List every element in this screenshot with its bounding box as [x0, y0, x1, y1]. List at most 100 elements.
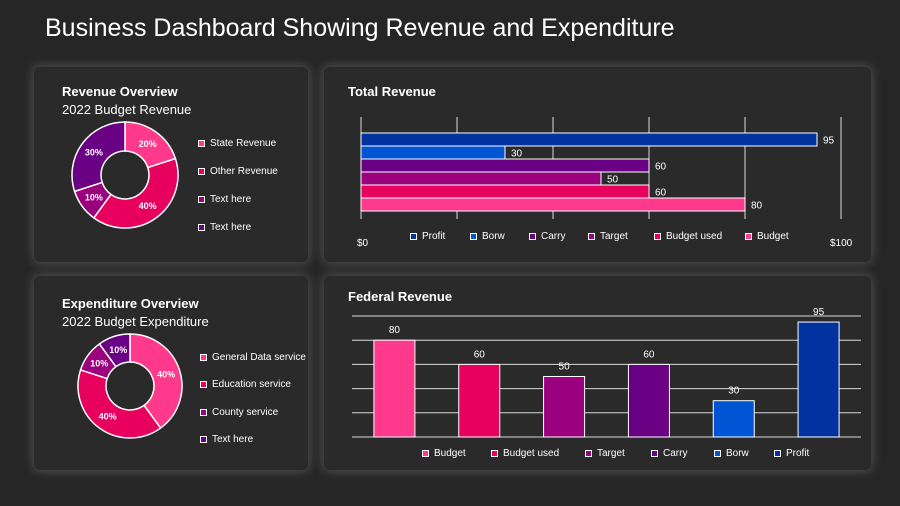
legend-swatch	[410, 233, 417, 240]
legend-label: General Data service	[212, 352, 306, 363]
total-revenue-legend-profit-0: Profit	[410, 231, 445, 242]
legend-swatch	[654, 233, 661, 240]
revenue-overview-title: Revenue Overview	[62, 84, 178, 99]
revenue-slice-text-here-3	[71, 121, 126, 193]
legend-label: Borw	[726, 448, 749, 459]
expenditure-legend-text-here-3: Text here	[200, 434, 253, 445]
federal-revenue-legend-profit-5: Profit	[774, 448, 809, 459]
federal-revenue-card: Federal Revenue 80 60 50 60 30 95 Budget Budge…	[324, 276, 871, 470]
legend-swatch	[470, 233, 477, 240]
legend-swatch	[422, 450, 429, 457]
legend-swatch	[714, 450, 721, 457]
expenditure-slice-text-here-3	[98, 333, 131, 368]
legend-label: Profit	[422, 231, 446, 242]
federal-revenue-title: Federal Revenue	[348, 289, 453, 304]
total-revenue-card: Total Revenue 95 30 60 50 60 80 $0 $100 Profit B…	[324, 67, 871, 262]
total-revenue-legend-borw-1: Borw	[470, 231, 505, 242]
revenue-slice-label-1: 40%	[139, 201, 157, 211]
expenditure-overview-subtitle: 2022 Budget Expenditure	[62, 314, 209, 329]
total-revenue-bar-profit	[360, 132, 818, 147]
expenditure-legend-county-service-2: County service	[200, 407, 278, 418]
federal-revenue-legend-borw-4: Borw	[714, 448, 749, 459]
expenditure-legend-education-service-1: Education service	[200, 379, 291, 390]
legend-swatch	[200, 354, 207, 361]
legend-swatch	[198, 224, 205, 231]
federal-revenue-bar-target	[543, 376, 586, 438]
legend-label: Profit	[786, 448, 810, 459]
legend-label: Target	[597, 448, 625, 459]
legend-label: Carry	[541, 231, 566, 242]
federal-revenue-legend-carry-3: Carry	[651, 448, 687, 459]
revenue-slice-other-revenue-1	[92, 157, 179, 229]
legend-swatch	[774, 450, 781, 457]
legend-swatch	[585, 450, 592, 457]
expenditure-slice-label-1: 40%	[99, 412, 117, 422]
total-revenue-title: Total Revenue	[348, 84, 436, 99]
total-revenue-bar-budget	[360, 197, 746, 212]
revenue-slice-label-3: 30%	[85, 147, 103, 157]
expenditure-donut-chart: 40% 40% 10%10%	[77, 333, 183, 439]
federal-revenue-value-budget: 80	[389, 325, 401, 336]
total-revenue-bar-borw	[360, 145, 506, 160]
legend-label: State Revenue	[210, 138, 277, 149]
expenditure-slice-general-data-service-0	[129, 333, 183, 430]
legend-label: Education service	[212, 379, 291, 390]
legend-label: Target	[600, 231, 628, 242]
total-revenue-value-budget-used: 60	[655, 188, 667, 199]
federal-revenue-chart: 80 60 50 60 30 95	[352, 307, 861, 438]
legend-swatch	[200, 381, 207, 388]
total-revenue-value-budget: 80	[751, 201, 763, 212]
federal-revenue-bar-budget-used	[458, 363, 501, 438]
legend-label: Carry	[663, 448, 688, 459]
total-revenue-axis-min: $0	[357, 238, 369, 249]
federal-revenue-bar-carry	[627, 363, 670, 438]
total-revenue-bar-budget-used	[360, 184, 650, 199]
federal-revenue-value-borw: 30	[728, 386, 740, 397]
legend-label: Text here	[212, 434, 254, 445]
expenditure-slice-label-0: 40%	[157, 369, 175, 379]
federal-revenue-value-budget-used: 60	[474, 349, 486, 360]
total-revenue-bar-carry	[360, 158, 650, 173]
revenue-legend-text-here-2: Text here	[198, 194, 251, 205]
total-revenue-legend-budget-used-4: Budget used	[654, 231, 722, 242]
revenue-slice-label-2: 10%	[85, 193, 103, 203]
revenue-legend-text-here-3: Text here	[198, 222, 251, 233]
legend-label: Borw	[482, 231, 505, 242]
legend-swatch	[529, 233, 536, 240]
legend-label: Budget used	[503, 448, 560, 459]
total-revenue-legend-target-3: Target	[588, 231, 628, 242]
legend-swatch	[198, 140, 205, 147]
total-revenue-value-target: 50	[607, 175, 619, 186]
federal-revenue-value-carry: 60	[643, 349, 655, 360]
page-title: Business Dashboard Showing Revenue and E…	[45, 14, 675, 42]
legend-swatch	[200, 436, 207, 443]
expenditure-overview-title: Expenditure Overview	[62, 296, 199, 311]
legend-swatch	[651, 450, 658, 457]
legend-swatch	[198, 168, 205, 175]
federal-revenue-bar-borw	[712, 400, 755, 438]
total-revenue-value-profit: 95	[823, 136, 835, 147]
federal-revenue-value-profit: 95	[813, 307, 825, 318]
revenue-legend-other-revenue-1: Other Revenue	[198, 166, 278, 177]
revenue-slice-label-0: 20%	[139, 139, 157, 149]
expenditure-slice-education-service-1	[77, 368, 162, 439]
total-revenue-value-carry: 60	[655, 162, 667, 173]
legend-label: Other Revenue	[210, 166, 278, 177]
federal-revenue-bar-profit	[797, 321, 840, 438]
federal-revenue-value-target: 50	[559, 362, 571, 373]
legend-swatch	[588, 233, 595, 240]
total-revenue-bar-target	[360, 171, 602, 186]
expenditure-slice-label-3: 10%	[109, 345, 127, 355]
federal-revenue-legend-budget-0: Budget	[422, 448, 466, 459]
total-revenue-axis-max: $100	[830, 238, 853, 249]
legend-label: Budget	[434, 448, 466, 459]
revenue-overview-card: Revenue Overview 2022 Budget Revenue 20%…	[34, 67, 308, 262]
federal-revenue-legend-budget-used-1: Budget used	[491, 448, 559, 459]
expenditure-legend-general-data-service-0: General Data service	[200, 352, 306, 363]
total-revenue-legend-carry-2: Carry	[529, 231, 565, 242]
federal-revenue-bar-budget	[373, 339, 416, 438]
revenue-overview-subtitle: 2022 Budget Revenue	[62, 102, 192, 117]
legend-label: Text here	[210, 194, 252, 205]
total-revenue-legend-budget-5: Budget	[745, 231, 789, 242]
total-revenue-chart: 95 30 60 50 60 80 $0 $100	[357, 117, 853, 249]
